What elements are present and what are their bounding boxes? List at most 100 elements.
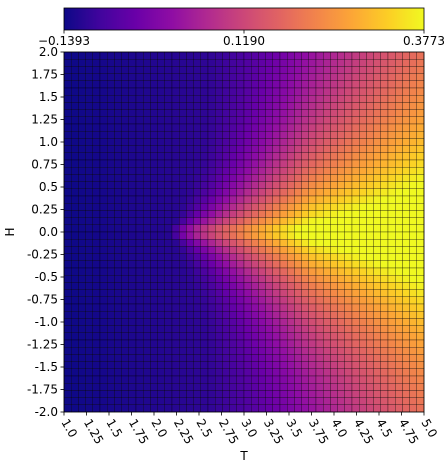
heatmap-cell: [395, 296, 403, 305]
heatmap-cell: [99, 354, 108, 362]
heatmap-cell: [99, 253, 108, 261]
heatmap-cell: [179, 181, 187, 189]
heatmap-cell: [279, 102, 288, 110]
heatmap-cell: [164, 282, 173, 290]
heatmap-cell: [258, 51, 266, 60]
heatmap-cell: [164, 167, 173, 175]
heatmap-cell: [157, 181, 165, 189]
heatmap-cell: [380, 311, 389, 319]
x-tick-label: 3.25: [261, 417, 286, 447]
heatmap-cell: [236, 210, 245, 218]
heatmap-cell: [279, 167, 288, 175]
heatmap-cell: [186, 87, 194, 96]
heatmap-cell: [301, 318, 309, 326]
heatmap-cell: [330, 354, 338, 362]
heatmap-cell: [78, 282, 86, 290]
heatmap-cell: [164, 174, 173, 182]
heatmap-cell: [294, 80, 302, 89]
heatmap-cell: [330, 203, 338, 211]
heatmap-cell: [387, 87, 396, 96]
heatmap-cell: [207, 109, 216, 117]
heatmap-cell: [99, 210, 108, 218]
heatmap-cell: [344, 282, 353, 290]
heatmap-cell: [287, 80, 295, 89]
heatmap-cell: [395, 73, 403, 81]
heatmap-cell: [71, 95, 79, 103]
heatmap-cell: [416, 181, 425, 189]
heatmap-cell: [63, 246, 72, 254]
heatmap-cell: [243, 188, 252, 197]
heatmap-cell: [150, 289, 158, 297]
heatmap-cell: [387, 267, 396, 276]
heatmap-cell: [344, 339, 353, 348]
heatmap-cell: [337, 203, 345, 211]
heatmap-cell: [395, 152, 403, 161]
heatmap-cell: [207, 246, 216, 254]
heatmap-cell: [215, 383, 223, 391]
heatmap-cell: [258, 267, 266, 276]
heatmap-cell: [229, 217, 237, 225]
heatmap-cell: [186, 260, 194, 269]
heatmap-cell: [193, 231, 201, 240]
heatmap-cell: [243, 66, 252, 74]
heatmap-cell: [207, 210, 216, 218]
heatmap-cell: [294, 123, 302, 132]
heatmap-cell: [330, 311, 338, 319]
heatmap-cell: [359, 95, 367, 103]
heatmap-cell: [373, 131, 381, 139]
heatmap-cell: [315, 152, 324, 161]
heatmap-cell: [207, 354, 216, 362]
heatmap-cell: [85, 390, 93, 398]
heatmap-cell: [373, 339, 381, 348]
heatmap-cell: [416, 210, 425, 218]
heatmap-cell: [128, 246, 137, 254]
heatmap-cell: [380, 383, 389, 391]
heatmap-cell: [71, 210, 79, 218]
heatmap-cell: [179, 375, 187, 384]
heatmap-cell: [323, 174, 331, 182]
heatmap-cell: [258, 347, 266, 355]
heatmap-cell: [308, 375, 317, 384]
heatmap-cell: [171, 361, 180, 369]
heatmap-cell: [243, 145, 252, 153]
heatmap-cell: [359, 152, 367, 161]
heatmap-cell: [164, 354, 173, 362]
heatmap-cell: [99, 138, 108, 146]
heatmap-cell: [71, 231, 79, 240]
heatmap-cell: [193, 145, 201, 153]
heatmap-cell: [344, 289, 353, 297]
heatmap-cell: [200, 59, 209, 67]
heatmap-cell: [157, 210, 165, 218]
heatmap-cell: [272, 289, 281, 297]
heatmap-cell: [222, 174, 230, 182]
heatmap-cell: [200, 116, 209, 125]
heatmap-cell: [99, 231, 108, 240]
heatmap-cell: [186, 131, 194, 139]
heatmap-cell: [301, 275, 309, 283]
heatmap-cell: [63, 311, 72, 319]
heatmap-cell: [179, 224, 187, 233]
heatmap-cell: [323, 404, 331, 413]
heatmap-cell: [330, 325, 338, 333]
heatmap-cell: [294, 332, 302, 341]
heatmap-cell: [359, 145, 367, 153]
heatmap-cell: [351, 152, 360, 161]
heatmap-cell: [366, 311, 374, 319]
heatmap-cell: [157, 138, 165, 146]
heatmap-cell: [308, 368, 317, 377]
heatmap-cell: [229, 267, 237, 276]
heatmap-cell: [387, 73, 396, 81]
heatmap-cell: [229, 282, 237, 290]
heatmap-cell: [171, 303, 180, 312]
heatmap-cell: [395, 224, 403, 233]
heatmap-cell: [251, 95, 259, 103]
heatmap-cell: [287, 260, 295, 269]
heatmap-cell: [330, 303, 338, 312]
heatmap-cell: [323, 217, 331, 225]
heatmap-cell: [279, 253, 288, 261]
heatmap-cell: [186, 404, 194, 413]
heatmap-cell: [344, 354, 353, 362]
heatmap-cell: [387, 361, 396, 369]
heatmap-cell: [308, 102, 317, 110]
heatmap-cell: [294, 159, 302, 168]
